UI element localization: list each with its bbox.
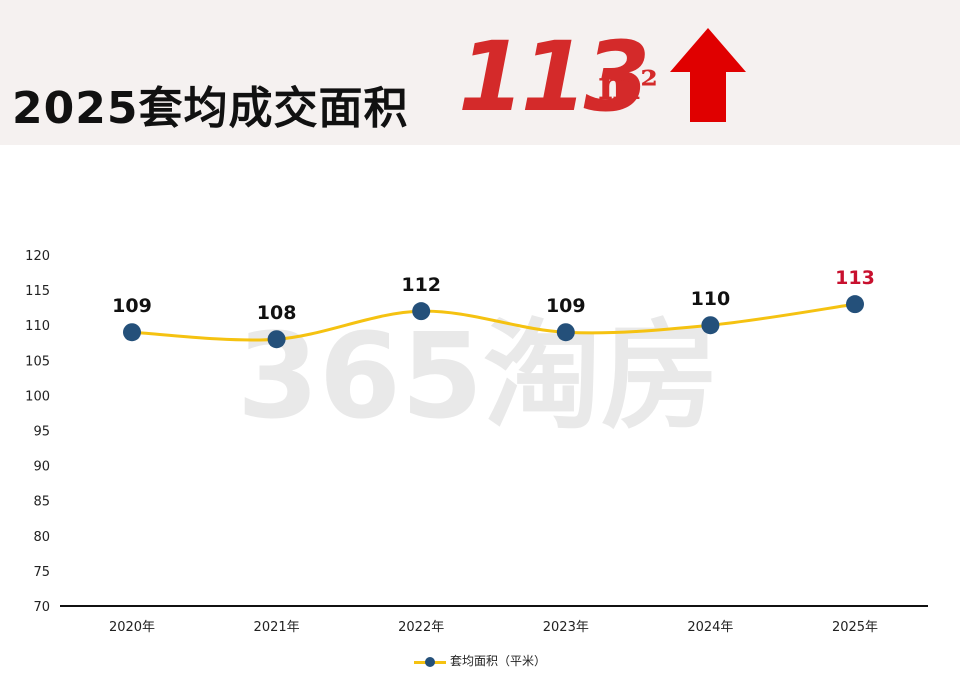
- legend-swatch: [413, 656, 446, 668]
- legend-label: 套均面积（平米）: [449, 654, 546, 668]
- x-tick-label: 2025年: [832, 620, 878, 635]
- y-tick-label: 105: [25, 354, 50, 369]
- x-axis: 2020年 2021年 2022年 2023年 2024年 2025年: [109, 620, 878, 635]
- headline-value: 113: [458, 21, 650, 133]
- data-label: 108: [257, 302, 297, 324]
- data-point: [267, 330, 286, 349]
- x-tick-label: 2021年: [254, 620, 300, 635]
- data-label: 109: [546, 295, 586, 317]
- y-tick-label: 95: [33, 425, 50, 440]
- y-tick-label: 70: [33, 600, 50, 615]
- y-tick-label: 75: [33, 565, 50, 580]
- series-line: [131, 302, 856, 342]
- legend: 套均面积（平米）: [0, 652, 960, 669]
- page-title: 2025套均成交面积: [12, 83, 409, 134]
- x-tick-label: 2020年: [109, 620, 155, 635]
- data-label: 109: [112, 295, 152, 317]
- y-tick-label: 115: [25, 284, 50, 299]
- data-points: [123, 295, 864, 349]
- x-tick-label: 2023年: [543, 620, 589, 635]
- data-point: [556, 323, 575, 342]
- y-tick-label: 80: [33, 530, 50, 545]
- y-tick-label: 100: [25, 389, 50, 404]
- data-label: 110: [691, 288, 731, 310]
- header-banner: [0, 0, 960, 145]
- data-label: 113: [835, 267, 875, 289]
- data-labels: 109 108 112 109 110 113: [112, 267, 875, 324]
- y-tick-label: 120: [25, 249, 50, 264]
- y-tick-label: 85: [33, 495, 50, 510]
- watermark-text: 365淘房: [237, 307, 719, 445]
- y-tick-label: 110: [25, 319, 50, 334]
- data-point: [701, 316, 720, 335]
- data-point: [412, 302, 431, 321]
- y-tick-label: 90: [33, 460, 50, 475]
- y-axis: 70 75 80 85 90 95 100 105 110 115 120: [25, 249, 50, 615]
- data-label: 112: [401, 274, 441, 296]
- up-arrow-icon: [670, 28, 746, 122]
- x-tick-label: 2024年: [687, 620, 733, 635]
- data-point: [123, 323, 141, 342]
- data-point: [846, 295, 864, 314]
- headline-unit: m²: [598, 62, 658, 109]
- x-tick-label: 2022年: [398, 620, 444, 635]
